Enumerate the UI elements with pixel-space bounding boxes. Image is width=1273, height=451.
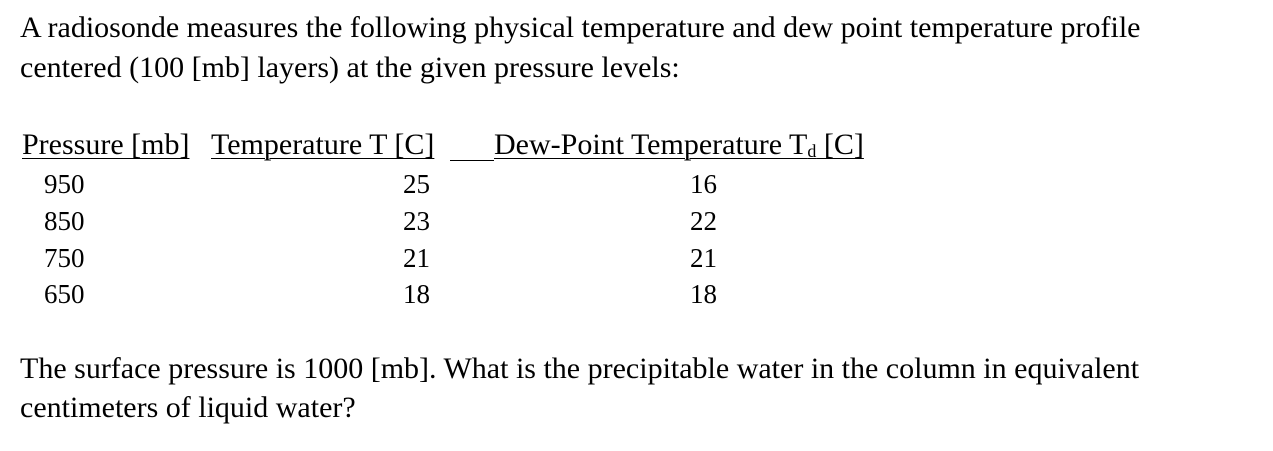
header-pressure: Pressure [mb] xyxy=(22,128,190,161)
cell-dew-point: 18 xyxy=(690,279,717,309)
header-dew-point-subscript: d xyxy=(807,141,817,161)
cell-temperature: 21 xyxy=(403,243,430,273)
cell-pressure: 850 xyxy=(44,206,85,236)
header-dew-point: Dew-Point Temperature Td [C] xyxy=(494,127,864,169)
question-text-line-2: centimeters of liquid water? xyxy=(20,391,356,424)
cell-dew-point: 21 xyxy=(690,243,717,273)
header-dew-point-prefix: Dew-Point Temperature T xyxy=(494,128,808,161)
cell-temperature: 18 xyxy=(403,279,430,309)
cell-dew-point: 22 xyxy=(690,206,717,236)
cell-temperature: 23 xyxy=(403,206,430,236)
cell-pressure: 650 xyxy=(44,279,85,309)
cell-temperature: 25 xyxy=(403,169,430,199)
cell-pressure: 950 xyxy=(44,169,85,199)
header-temperature: Temperature T [C] xyxy=(211,128,435,161)
cell-pressure: 750 xyxy=(44,243,85,273)
intro-text-line-1: A radiosonde measures the following phys… xyxy=(20,11,1141,44)
intro-text-line-2: centered (100 [mb] layers) at the given … xyxy=(20,51,680,84)
header-dew-point-suffix: [C] xyxy=(816,128,864,161)
header-underline-gap xyxy=(450,160,494,161)
cell-dew-point: 16 xyxy=(690,169,717,199)
question-text-line-1: The surface pressure is 1000 [mb]. What … xyxy=(20,352,1140,385)
